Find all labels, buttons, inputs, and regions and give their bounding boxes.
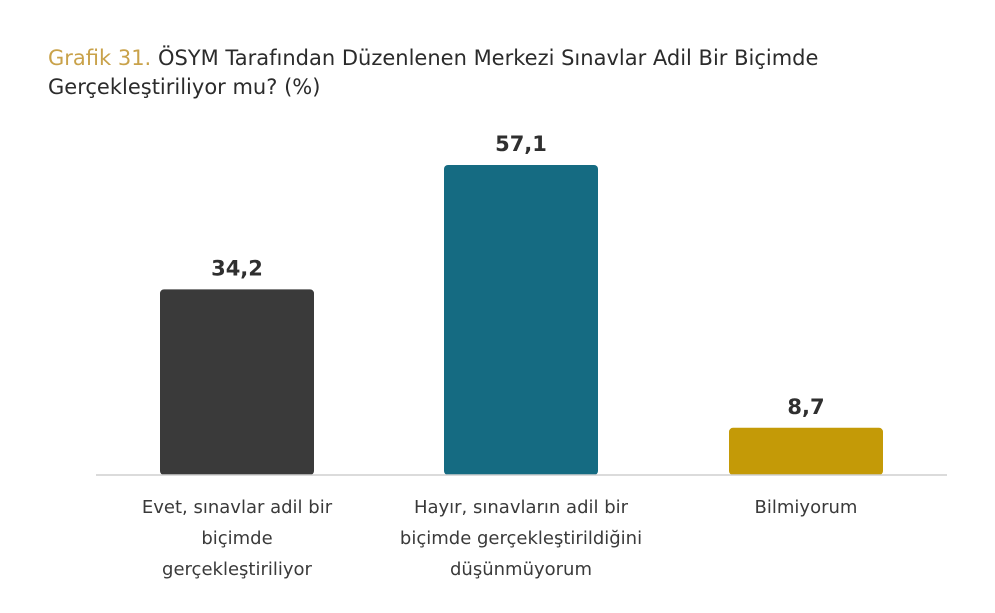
value-label-1: 34,2: [211, 256, 263, 280]
category-label-3-line-1: Bilmiyorum: [755, 497, 858, 518]
value-label-3: 8,7: [787, 395, 824, 419]
bar-3: [729, 427, 883, 475]
category-label-1-line-1: Evet, sınavlar adil bir: [142, 497, 333, 518]
bar-2: [444, 165, 598, 475]
category-label-1-line-3: gerçekleştiriliyor: [162, 559, 312, 580]
chart-title: Grafik 31. ÖSYM Tarafından Düzenlenen Me…: [48, 44, 948, 102]
category-label-2-line-3: düşünmüyorum: [450, 559, 592, 580]
category-label-2-line-1: Hayır, sınavların adil bir: [414, 497, 629, 518]
bar-1: [160, 289, 314, 475]
category-label-1-line-2: biçimde: [201, 528, 272, 549]
category-label-2-line-2: biçimde gerçekleştirildiğini: [400, 528, 642, 549]
chart-title-prefix: Grafik 31.: [48, 46, 152, 70]
chart-title-text: ÖSYM Tarafından Düzenlenen Merkezi Sınav…: [48, 46, 819, 99]
category-labels-group: Evet, sınavlar adil bir biçimde gerçekleşt…: [142, 497, 858, 580]
bars-group: [160, 165, 883, 475]
value-labels-group: 34,2 57,1 8,7: [211, 132, 825, 419]
value-label-2: 57,1: [495, 132, 547, 156]
